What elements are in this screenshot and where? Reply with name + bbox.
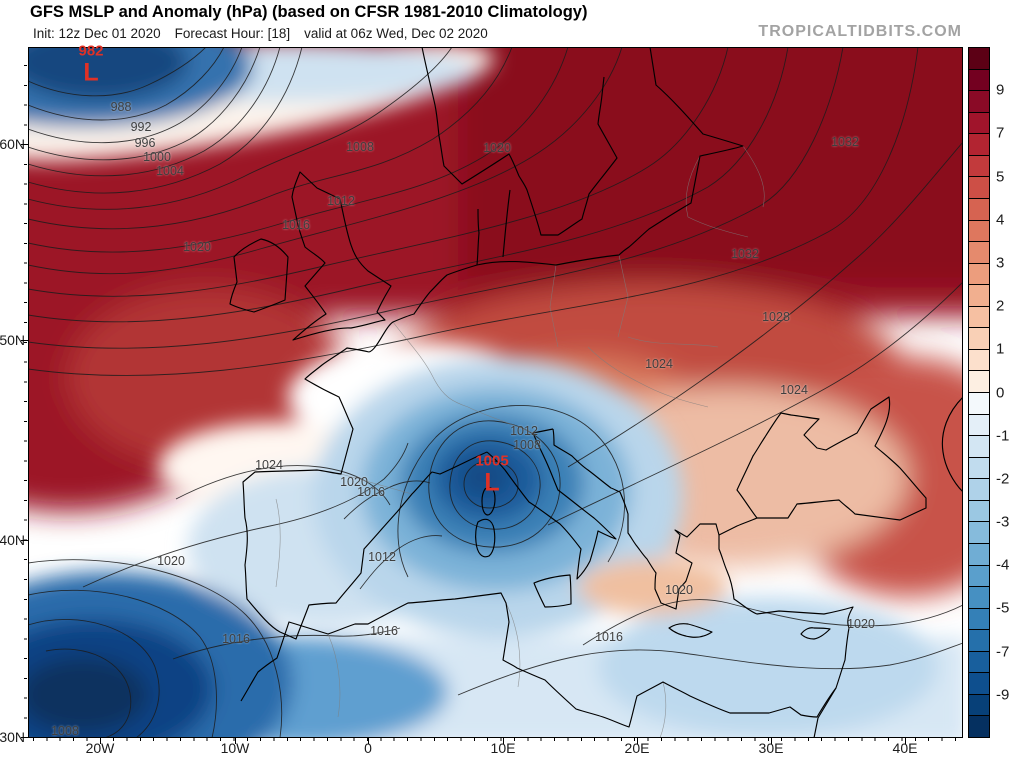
colorbar-cell bbox=[969, 91, 989, 113]
lat-tick-label: 40N bbox=[0, 532, 25, 548]
map-frame bbox=[28, 47, 963, 738]
init-time: Init: 12z Dec 01 2020 bbox=[33, 26, 161, 41]
forecast-hour: Forecast Hour: [18] bbox=[174, 26, 291, 41]
colorbar-cell bbox=[969, 393, 989, 415]
colorbar-cell bbox=[969, 414, 989, 437]
colorbar-cell bbox=[969, 500, 989, 523]
lon-tick-label: 40E bbox=[892, 740, 918, 756]
colorbar-tick-label: -9 bbox=[996, 686, 1010, 704]
colorbar-cell bbox=[969, 522, 989, 544]
colorbar-tick-label: 3 bbox=[996, 254, 1005, 272]
latitude-minor-ticks bbox=[24, 47, 27, 738]
colorbar-tick-label: 9 bbox=[996, 81, 1005, 99]
colorbar-tick-label: -4 bbox=[996, 556, 1010, 574]
colorbar-cell bbox=[969, 242, 989, 264]
lon-tick-label: 30E bbox=[758, 740, 784, 756]
colorbar-cell bbox=[969, 436, 989, 458]
colorbar-tick-label: 5 bbox=[996, 168, 1005, 186]
negative-anomaly-field bbox=[0, 7, 968, 757]
colorbar-cell bbox=[969, 457, 989, 480]
lat-tick-label: 50N bbox=[0, 332, 25, 348]
lon-tick-label: 20W bbox=[85, 740, 115, 756]
coastlines bbox=[229, 46, 964, 739]
colorbar-cell bbox=[969, 651, 989, 674]
colorbar-cell bbox=[969, 69, 989, 92]
colorbar-cell bbox=[969, 112, 989, 135]
country-borders bbox=[275, 145, 765, 739]
colorbar-tick-label: 4 bbox=[996, 211, 1005, 229]
colorbar-cell bbox=[969, 263, 989, 286]
colorbar-cell bbox=[969, 694, 989, 717]
colorbar-cell bbox=[969, 630, 989, 652]
run-info: Init: 12z Dec 01 2020 Forecast Hour: [18]… bbox=[33, 26, 502, 41]
colorbar-cell bbox=[969, 587, 989, 609]
colorbar-cell bbox=[969, 543, 989, 566]
longitude-minor-ticks bbox=[28, 738, 963, 741]
colorbar-cell bbox=[969, 608, 989, 631]
colorbar-tick-label: -1 bbox=[996, 427, 1010, 445]
colorbar-tick-label: -3 bbox=[996, 513, 1010, 531]
lon-tick-label: 10W bbox=[220, 740, 250, 756]
valid-time: valid at 06z Wed, Dec 02 2020 bbox=[304, 26, 488, 41]
colorbar-tick-label: -5 bbox=[996, 599, 1010, 617]
lat-tick-label: 60N bbox=[0, 136, 25, 152]
colorbar-cell bbox=[969, 155, 989, 178]
lon-tick-label: 10E bbox=[490, 740, 516, 756]
colorbar-cell bbox=[969, 306, 989, 329]
colorbar-cell bbox=[969, 371, 989, 393]
lat-tick-label: 30N bbox=[0, 729, 25, 745]
colorbar-tick-label: 1 bbox=[996, 340, 1005, 358]
lon-tick-label: 0 bbox=[364, 740, 372, 756]
colorbar-tick-label: 0 bbox=[996, 384, 1005, 401]
colorbar-tick-label: -2 bbox=[996, 470, 1010, 488]
colorbar-cell bbox=[969, 328, 989, 350]
colorbar-cell bbox=[969, 220, 989, 243]
colorbar-cell bbox=[969, 198, 989, 221]
colorbar-cell bbox=[969, 479, 989, 501]
colorbar-cell bbox=[969, 285, 989, 307]
colorbar-cell bbox=[969, 716, 989, 737]
page-title: GFS MSLP and Anomaly (hPa) (based on CFS… bbox=[30, 3, 588, 21]
colorbar-cell bbox=[969, 177, 989, 199]
colorbar-cell bbox=[969, 134, 989, 156]
colorbar-tick-label: 7 bbox=[996, 124, 1005, 142]
colorbar-cell bbox=[969, 48, 989, 70]
colorbar-cell bbox=[969, 565, 989, 588]
lon-tick-label: 20E bbox=[624, 740, 650, 756]
colorbar-tick-label: -7 bbox=[996, 643, 1010, 661]
watermark: TROPICALTIDBITS.COM bbox=[758, 23, 962, 40]
anomaly-colorbar bbox=[968, 47, 990, 738]
isobar-contours bbox=[27, 46, 964, 739]
colorbar-tick-label: 2 bbox=[996, 297, 1005, 315]
colorbar-cell bbox=[969, 673, 989, 695]
colorbar-cell bbox=[969, 349, 989, 372]
